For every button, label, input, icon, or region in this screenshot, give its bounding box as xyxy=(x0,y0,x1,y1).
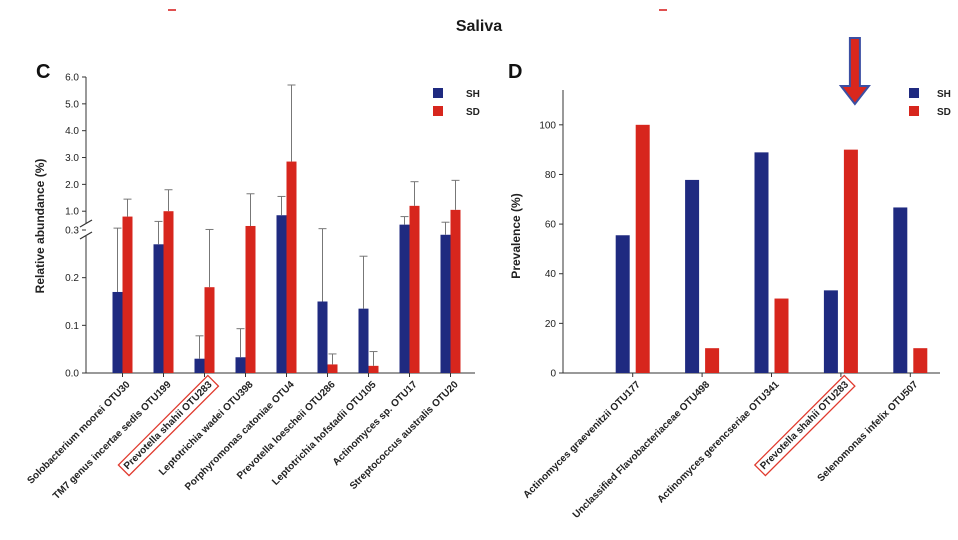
x-category-label: Actinomyces graevenitzii OTU177 xyxy=(521,379,643,501)
legend-swatch-sd xyxy=(909,106,919,116)
y-tick-label: 80 xyxy=(545,170,557,181)
bar-sh xyxy=(195,359,205,373)
legend-swatch-sd xyxy=(433,106,443,116)
bar-sd xyxy=(410,206,420,373)
y-tick-label: 0.3 xyxy=(65,226,79,237)
legend-label-sh: SH xyxy=(937,89,951,100)
bar-sd xyxy=(164,211,174,373)
legend-swatch-sh xyxy=(909,88,919,98)
bar-sh xyxy=(113,292,123,373)
bar-sd xyxy=(246,226,256,373)
y-tick-label: 3.0 xyxy=(65,153,79,164)
legend-swatch-sh xyxy=(433,88,443,98)
legend-label-sh: SH xyxy=(466,89,480,100)
bar-sd xyxy=(705,348,719,373)
bar-sh xyxy=(441,235,451,373)
bar-sh xyxy=(400,225,410,373)
y-tick-label: 1.0 xyxy=(65,207,79,218)
y-tick-label: 100 xyxy=(539,120,556,131)
bar-sd xyxy=(844,150,858,373)
bar-sd xyxy=(369,366,379,373)
bar-sd xyxy=(451,210,461,373)
panel-label-c: C xyxy=(36,61,50,83)
y-tick-label: 0.1 xyxy=(65,321,79,332)
panel-c-chart: C 0.0 0.1 0.2 0.3 1.0 2.0 3.0 4.0 5.0 6.0 Relative … xyxy=(25,61,479,502)
y-axis-title: Relative abundance (%) xyxy=(33,159,47,294)
y-tick-label: 2.0 xyxy=(65,180,79,191)
bar-sd xyxy=(123,217,133,373)
bar-sh xyxy=(685,180,699,373)
x-category-label: Unclassified Flavobacteriaceae OTU498 xyxy=(571,379,713,521)
x-category-label: Actinomyces gerencseriae OTU341 xyxy=(656,379,782,505)
panel-d-chart: D 0 20 40 60 80 100 Prevalence (%) Actinomyces g… xyxy=(508,38,951,521)
x-category-label: Actinomyces sp. OTU17 xyxy=(331,379,420,468)
bar-sd xyxy=(205,287,215,373)
down-arrow-marker xyxy=(841,38,869,104)
y-tick-label: 60 xyxy=(545,220,557,231)
legend-label-sd: SD xyxy=(937,107,951,118)
bar-sh xyxy=(236,357,246,373)
bar-sh xyxy=(277,215,287,373)
bar-sd xyxy=(913,348,927,373)
bar-sd xyxy=(287,162,297,373)
y-tick-label: 4.0 xyxy=(65,126,79,137)
y-axis-title: Prevalence (%) xyxy=(509,193,523,278)
y-tick-label: 6.0 xyxy=(65,73,79,84)
legend-label-sd: SD xyxy=(466,107,480,118)
bar-sh xyxy=(755,152,769,373)
bar-sh xyxy=(318,302,328,374)
y-tick-label: 20 xyxy=(545,319,557,330)
bar-sh xyxy=(359,309,369,373)
y-tick-label: 0.0 xyxy=(65,369,79,380)
bar-sh xyxy=(824,290,838,373)
bar-sd xyxy=(636,125,650,373)
y-tick-label: 0.2 xyxy=(65,273,79,284)
bar-sh xyxy=(616,235,630,373)
bar-sd xyxy=(328,364,338,373)
y-tick-label: 40 xyxy=(545,269,557,280)
bar-sh xyxy=(154,244,164,373)
y-tick-label: 5.0 xyxy=(65,99,79,110)
y-tick-label: 0 xyxy=(550,369,556,380)
bar-sd xyxy=(775,299,789,373)
panel-label-d: D xyxy=(508,61,522,83)
bar-sh xyxy=(893,207,907,373)
